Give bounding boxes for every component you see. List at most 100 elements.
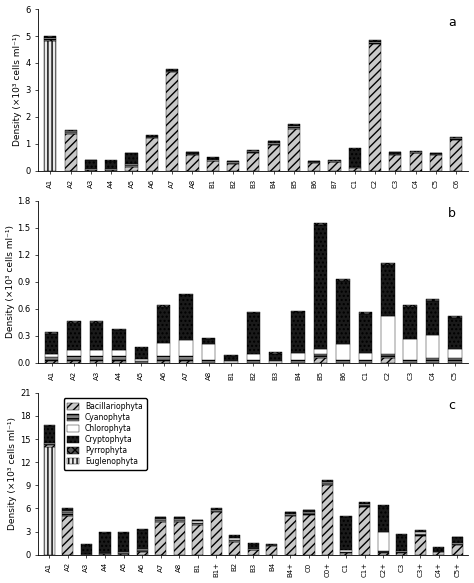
Bar xyxy=(67,361,81,363)
Bar xyxy=(267,145,280,171)
Bar xyxy=(44,37,56,38)
Bar xyxy=(112,350,126,356)
Bar xyxy=(396,535,407,551)
Bar xyxy=(381,316,394,354)
Bar xyxy=(403,339,417,360)
Bar xyxy=(210,511,222,512)
Bar xyxy=(452,543,463,545)
Bar xyxy=(67,321,81,323)
Bar xyxy=(322,483,333,484)
Bar xyxy=(247,152,259,153)
Bar xyxy=(450,139,462,140)
Bar xyxy=(246,354,260,360)
Bar xyxy=(336,279,350,281)
Bar xyxy=(210,510,222,511)
Bar xyxy=(137,529,147,549)
Bar xyxy=(126,164,137,167)
Bar xyxy=(45,357,58,361)
Bar xyxy=(202,338,215,339)
Bar xyxy=(118,533,129,552)
Bar xyxy=(210,512,222,554)
Text: b: b xyxy=(447,208,456,220)
Bar xyxy=(359,360,372,363)
Bar xyxy=(157,343,171,356)
Bar xyxy=(359,503,370,504)
Bar xyxy=(179,294,193,296)
Bar xyxy=(112,329,126,331)
Bar xyxy=(340,516,352,517)
Bar xyxy=(166,71,178,72)
Bar xyxy=(155,519,166,520)
Bar xyxy=(210,508,222,509)
Bar xyxy=(359,505,370,507)
Bar xyxy=(359,507,370,554)
Bar xyxy=(45,354,58,357)
Bar xyxy=(229,538,240,540)
Bar xyxy=(450,140,462,171)
Bar xyxy=(202,339,215,344)
Bar xyxy=(359,353,372,360)
Bar xyxy=(359,312,372,314)
Bar xyxy=(359,314,372,353)
Bar xyxy=(303,513,315,515)
Bar xyxy=(100,533,110,553)
Bar xyxy=(314,349,327,354)
Bar xyxy=(179,340,193,356)
Legend: Bacillariophyta, Cyanophyta, Chlorophyta, Cryptophyta, Pyrrophyta, Euglenophyta: Bacillariophyta, Cyanophyta, Chlorophyta… xyxy=(64,398,146,469)
Bar xyxy=(452,545,463,554)
Bar xyxy=(378,505,389,506)
Bar xyxy=(192,525,203,554)
Bar xyxy=(166,70,178,71)
Bar xyxy=(179,356,193,361)
Bar xyxy=(155,520,166,522)
Bar xyxy=(67,323,81,350)
Bar xyxy=(246,311,260,313)
Bar xyxy=(285,514,296,515)
Bar xyxy=(303,511,315,513)
Bar xyxy=(229,540,240,542)
Bar xyxy=(155,522,166,554)
Bar xyxy=(433,548,444,551)
Bar xyxy=(126,153,137,164)
Bar xyxy=(452,538,463,543)
Bar xyxy=(227,161,239,162)
Bar xyxy=(448,349,462,359)
Bar xyxy=(90,350,103,356)
Bar xyxy=(227,163,239,164)
Bar xyxy=(157,305,171,307)
Bar xyxy=(308,163,320,171)
Bar xyxy=(186,154,199,171)
Bar xyxy=(292,360,305,363)
Bar xyxy=(44,444,55,445)
Bar xyxy=(157,307,171,343)
Bar xyxy=(378,506,389,532)
Bar xyxy=(288,129,300,171)
Bar xyxy=(155,517,166,519)
Bar xyxy=(426,299,439,301)
Bar xyxy=(135,361,148,363)
Bar xyxy=(378,532,389,551)
Bar xyxy=(415,532,426,534)
Bar xyxy=(105,161,118,169)
Bar xyxy=(369,41,381,42)
Bar xyxy=(67,356,81,361)
Bar xyxy=(381,354,394,359)
Bar xyxy=(173,517,185,519)
Bar xyxy=(288,127,300,129)
Bar xyxy=(90,323,103,350)
Bar xyxy=(448,359,462,363)
Bar xyxy=(229,542,240,554)
Bar xyxy=(381,263,394,265)
Bar xyxy=(137,550,147,552)
Bar xyxy=(100,532,110,533)
Bar xyxy=(328,162,341,171)
Bar xyxy=(248,543,259,549)
Bar xyxy=(192,519,203,521)
Bar xyxy=(266,546,277,554)
Bar xyxy=(396,534,407,535)
Bar xyxy=(173,520,185,522)
Bar xyxy=(396,553,407,554)
Bar xyxy=(292,312,305,353)
Bar xyxy=(403,307,417,339)
Bar xyxy=(340,553,352,554)
